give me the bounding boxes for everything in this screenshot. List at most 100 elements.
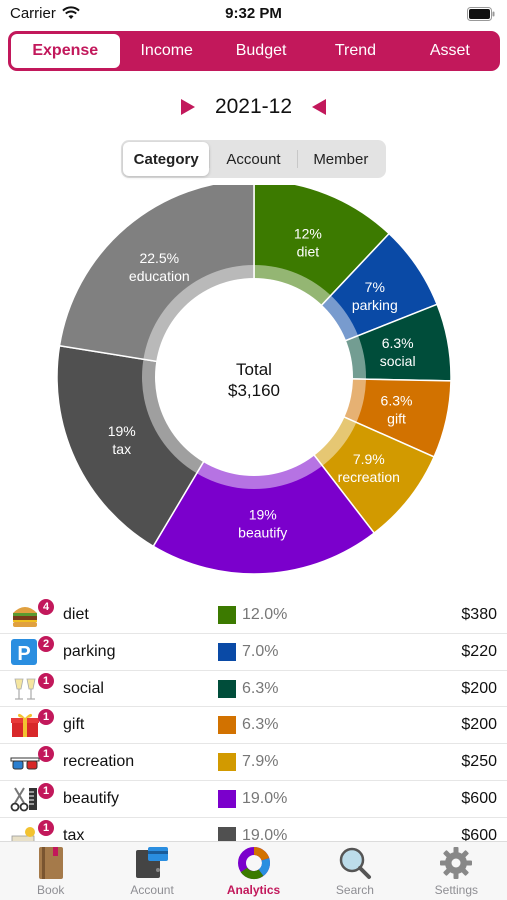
category-color-swatch — [218, 826, 236, 845]
category-name: tax — [63, 826, 85, 844]
category-amount: $200 — [461, 716, 497, 734]
category-percent: 12.0% — [242, 606, 288, 623]
entry-count-badge: 4 — [38, 599, 54, 615]
category-color-swatch — [218, 642, 236, 661]
entry-count-badge: 1 — [38, 709, 54, 726]
tab-budget[interactable]: Budget — [235, 42, 287, 59]
slice-percent-label: 6.3% — [382, 335, 414, 351]
tab-label: Settings — [434, 883, 478, 897]
category-name: recreation — [63, 753, 135, 771]
slice-category-label: education — [129, 268, 190, 284]
tab-analytics[interactable]: Analytics — [203, 842, 304, 900]
category-percent: 7.0% — [242, 642, 279, 660]
tab-settings[interactable]: Settings — [406, 842, 507, 900]
slice-percent-label: 12% — [294, 225, 322, 241]
category-name: parking — [63, 642, 116, 660]
gift-icon — [11, 714, 39, 738]
tab-expense[interactable]: Expense — [11, 34, 120, 68]
category-row-beautify[interactable]: 1 beautify 19.0% $600 — [0, 781, 507, 818]
clock: 9:32 PM — [225, 5, 282, 22]
donut-hole — [155, 278, 353, 476]
burger-icon — [13, 607, 37, 627]
category-row-social[interactable]: 1 social 6.3% $200 — [0, 671, 507, 708]
category-amount: $200 — [461, 679, 497, 697]
category-name: beautify — [63, 789, 120, 807]
champagne-icon — [14, 678, 36, 700]
category-name: diet — [63, 606, 89, 623]
entry-count-badge: 2 — [38, 635, 54, 652]
tab-divider — [296, 150, 298, 168]
parking-icon: P — [11, 638, 37, 665]
tab-label: Search — [335, 883, 374, 897]
carrier-label: Carrier — [10, 5, 56, 22]
slice-percent-label: 19% — [249, 507, 277, 523]
category-amount: $250 — [461, 753, 497, 771]
slice-category-label: parking — [352, 297, 398, 313]
next-period-button[interactable] — [312, 99, 327, 115]
entry-count-badge: 1 — [38, 819, 54, 836]
tab-category[interactable]: Category — [123, 142, 210, 176]
category-amount: $600 — [461, 826, 497, 844]
previous-period-button[interactable] — [180, 99, 195, 115]
wifi-icon — [62, 6, 80, 19]
period-selector: 2021-12 — [0, 92, 507, 122]
category-color-swatch — [218, 716, 236, 735]
category-color-swatch — [218, 606, 236, 624]
entry-count-badge: 1 — [38, 746, 54, 763]
slice-percent-label: 6.3% — [381, 393, 413, 409]
category-name: social — [63, 679, 104, 697]
category-percent: 19.0% — [242, 789, 288, 807]
total-value: $3,160 — [228, 381, 280, 400]
wallet-icon — [136, 847, 169, 878]
magnifier-icon — [339, 847, 371, 879]
slice-percent-label: 7.9% — [353, 451, 385, 467]
donut-svg: 12% diet 7% parking 6.3% social 6.3% gift 7.9% re… — [56, 185, 452, 575]
slice-category-label: recreation — [338, 469, 400, 485]
category-percent: 6.3% — [242, 679, 279, 697]
tab-account[interactable]: Account — [101, 842, 202, 900]
slice-percent-label: 7% — [365, 279, 385, 295]
tab-member[interactable]: Member — [313, 150, 369, 168]
entry-count-badge: 1 — [38, 672, 54, 689]
tab-income[interactable]: Income — [140, 42, 193, 59]
svg-text:P: P — [17, 643, 30, 665]
category-color-swatch — [218, 753, 236, 772]
group-by-tabs: Category Account Member — [121, 140, 386, 178]
3d-glasses-icon — [10, 757, 40, 770]
category-row-recreation[interactable]: 1 recreation 7.9% $250 — [0, 744, 507, 781]
category-amount: $380 — [461, 606, 497, 623]
tab-search[interactable]: Search — [304, 842, 405, 900]
category-name: gift — [63, 716, 85, 734]
slice-percent-label: 22.5% — [139, 250, 179, 266]
slice-category-label: tax — [112, 441, 131, 457]
category-list: 4 diet 12.0% $380 P 2 parking 7.0% $220 … — [0, 597, 507, 855]
expense-donut-chart: 12% diet 7% parking 6.3% social 6.3% gift 7.9% re… — [0, 185, 507, 585]
total-label: Total — [236, 360, 272, 379]
gear-icon — [440, 847, 473, 879]
category-row-parking[interactable]: P 2 parking 7.0% $220 — [0, 634, 507, 671]
slice-category-label: diet — [297, 243, 320, 259]
category-amount: $600 — [461, 789, 497, 807]
category-row-gift[interactable]: 1 gift 6.3% $200 — [0, 707, 507, 745]
bottom-tab-bar: Book Account Analytics Search — [0, 841, 507, 900]
book-icon — [38, 847, 63, 879]
battery-icon — [467, 7, 495, 21]
tab-divider — [209, 150, 211, 168]
category-percent: 19.0% — [242, 826, 288, 844]
category-color-swatch — [218, 789, 236, 808]
tab-book[interactable]: Book — [0, 842, 101, 900]
report-type-tabs: Expense Income Budget Trend Asset — [8, 31, 500, 71]
scissors-comb-icon — [10, 787, 37, 812]
slice-category-label: social — [380, 353, 416, 369]
category-row-diet[interactable]: 4 diet 12.0% $380 — [0, 597, 507, 634]
tab-account[interactable]: Account — [226, 150, 281, 168]
tab-asset[interactable]: Asset — [429, 42, 470, 59]
category-percent: 6.3% — [242, 716, 279, 734]
category-amount: $220 — [461, 642, 497, 660]
slice-category-label: beautify — [238, 525, 287, 541]
tab-label: Analytics — [226, 883, 281, 897]
tab-trend[interactable]: Trend — [334, 42, 377, 59]
slice-percent-label: 19% — [108, 423, 136, 439]
tab-label: Book — [37, 883, 65, 897]
category-color-swatch — [218, 679, 236, 698]
